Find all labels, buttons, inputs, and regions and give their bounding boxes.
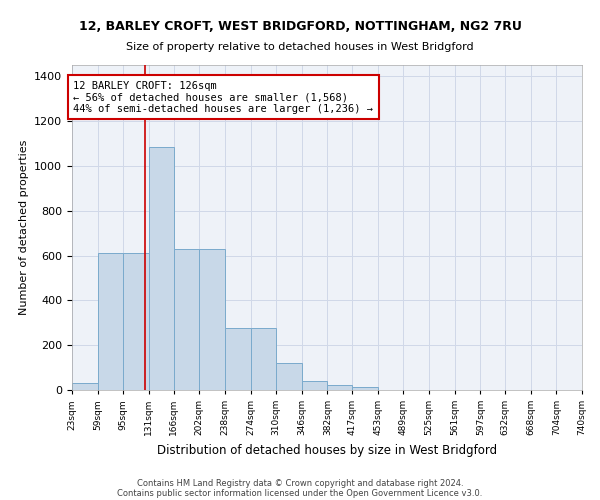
Y-axis label: Number of detached properties: Number of detached properties — [19, 140, 29, 315]
X-axis label: Distribution of detached houses by size in West Bridgford: Distribution of detached houses by size … — [157, 444, 497, 456]
Bar — [174, 249, 199, 390]
Bar — [149, 147, 174, 390]
Text: 12, BARLEY CROFT, WEST BRIDGFORD, NOTTINGHAM, NG2 7RU: 12, BARLEY CROFT, WEST BRIDGFORD, NOTTIN… — [79, 20, 521, 33]
Bar — [328, 385, 352, 390]
Bar — [352, 386, 378, 390]
Bar — [251, 328, 276, 390]
Text: Size of property relative to detached houses in West Bridgford: Size of property relative to detached ho… — [126, 42, 474, 52]
Text: Contains public sector information licensed under the Open Government Licence v3: Contains public sector information licen… — [118, 488, 482, 498]
Bar — [98, 252, 123, 390]
Bar — [225, 328, 251, 390]
Bar — [123, 252, 149, 390]
Text: 12 BARLEY CROFT: 126sqm
← 56% of detached houses are smaller (1,568)
44% of semi: 12 BARLEY CROFT: 126sqm ← 56% of detache… — [73, 80, 373, 114]
Text: Contains HM Land Registry data © Crown copyright and database right 2024.: Contains HM Land Registry data © Crown c… — [137, 478, 463, 488]
Bar — [72, 384, 98, 390]
Bar — [302, 381, 328, 390]
Bar — [276, 363, 302, 390]
Bar — [199, 249, 225, 390]
